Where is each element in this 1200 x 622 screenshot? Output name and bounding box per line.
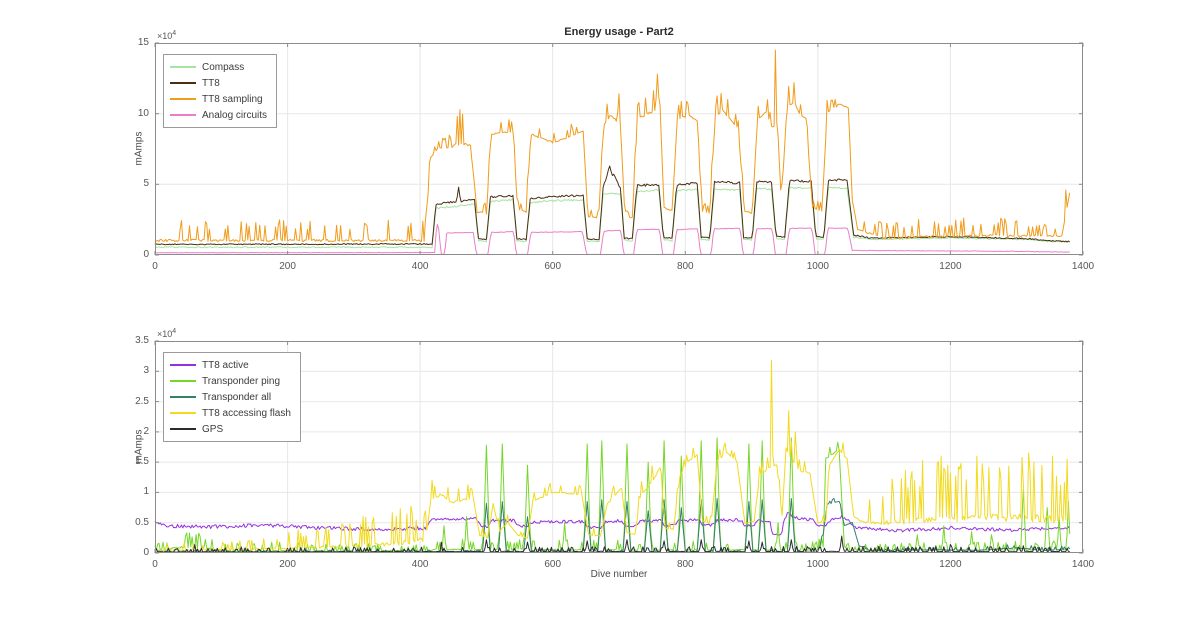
legend-item-label: Compass [202,61,245,73]
top-legend: Compass TT8 TT8 sampling Analog circuits [163,54,278,128]
x-tick-label: 800 [676,261,694,272]
series-line-gps [154,535,1070,553]
y-tick-label: 3.5 [135,335,149,346]
series-line-tt8-sampling [154,49,1071,243]
legend-item-gps: GPS [170,421,291,437]
plot-area [154,340,1084,554]
legend-item-label: TT8 sampling [202,93,263,105]
legend-item-label: GPS [202,423,224,435]
legend-line-sample [170,364,196,366]
series-line-transponder-ping [154,437,1071,552]
top-y-exponent: ×104 [157,30,176,41]
series-line-tt8-active [154,512,1071,536]
chart-title: Energy usage - Part2 [564,26,674,38]
x-tick-label: 800 [676,559,694,570]
top-axes [154,42,1084,256]
legend-line-sample [170,82,196,84]
series-line-tt8 [154,165,1070,246]
legend-item-label: Analog circuits [202,109,268,121]
bottom-y-exponent: ×104 [157,328,176,339]
y-tick-label: 15 [137,37,149,48]
legend-line-sample [170,428,196,430]
series-line-tt8-accessing-flash [154,359,1071,551]
x-tick-label: 1000 [806,559,829,570]
legend-line-sample [170,412,196,414]
legend-item-tt8-sampling: TT8 sampling [170,91,267,107]
x-tick-label: 1400 [1071,559,1095,570]
legend-item-label: TT8 accessing flash [202,407,291,419]
y-tick-label: 0 [143,547,149,558]
axes-box [155,341,1083,553]
x-tick-label: 1000 [806,261,829,272]
y-tick-label: 1 [143,486,149,498]
legend-item-tt8-active: TT8 active [170,357,291,373]
legend-item-label: TT8 active [202,359,249,371]
legend-item-label: TT8 [202,77,220,89]
legend-line-sample [170,98,196,100]
x-tick-label: 200 [279,559,296,570]
y-tick-label: 3 [143,365,149,377]
legend-item-transponder-ping: Transponder ping [170,373,291,389]
top-y-axis-label: mAmps [133,131,145,166]
legend-line-sample [170,114,196,116]
x-tick-label: 1200 [939,559,962,570]
legend-line-sample [170,396,196,398]
x-tick-label: 0 [152,261,158,272]
legend-item-label: Transponder ping [202,375,281,387]
series-line-analog-circuits [155,224,1070,255]
series-line-compass [154,186,1070,249]
y-tick-label: 2 [143,425,149,437]
y-tick-label: 0.5 [135,516,149,528]
top-y-exponent-power: 4 [172,30,177,37]
legend-item-label: Transponder all [202,391,272,403]
legend-item-tt8: TT8 [170,75,267,91]
bottom-y-exponent-power: 4 [172,328,177,335]
x-tick-label: 0 [152,559,158,570]
x-tick-label: 600 [544,559,562,570]
y-tick-label: 1.5 [135,456,149,468]
x-tick-label: 400 [411,261,429,272]
legend-line-sample [170,66,196,68]
bottom-y-exponent-base: ×10 [157,329,173,339]
x-tick-label: 1400 [1071,261,1095,272]
plot-area [154,42,1084,256]
x-tick-label: 200 [279,261,296,272]
top-y-exponent-base: ×10 [157,31,173,41]
legend-item-compass: Compass [170,59,267,75]
legend-item-transponder-all: Transponder all [170,389,291,405]
bottom-axes [154,340,1084,554]
bottom-legend: TT8 active Transponder ping Transponder al… [163,352,301,442]
y-tick-label: 5 [143,178,149,190]
axes-box [155,43,1083,255]
x-tick-label: 600 [544,261,562,272]
x-axis-label: Dive number [590,569,648,580]
y-tick-label: 0 [143,249,149,260]
x-tick-label: 1200 [939,261,962,272]
y-tick-label: 2.5 [135,395,149,407]
legend-line-sample [170,380,196,382]
legend-item-analog-circuits: Analog circuits [170,107,267,123]
y-tick-label: 10 [137,107,149,119]
legend-item-tt8-accessing-flash: TT8 accessing flash [170,405,291,421]
x-tick-label: 400 [411,559,429,570]
